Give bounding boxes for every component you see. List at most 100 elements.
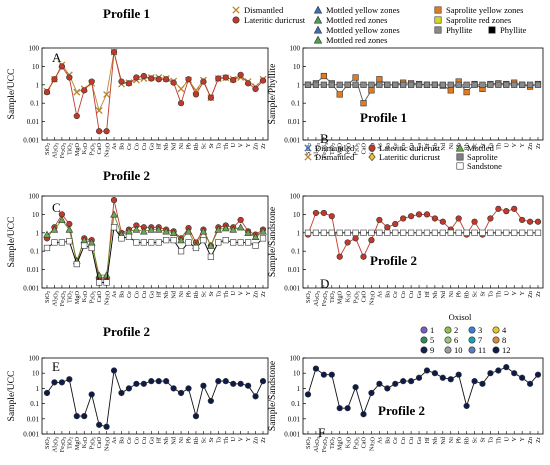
x-tick-label: Ni — [178, 291, 185, 297]
data-point — [336, 91, 343, 98]
y-tick-label: 0.001 — [284, 431, 300, 439]
y-tick-label: 1 — [297, 385, 301, 393]
y-tick-label: 1 — [36, 385, 40, 393]
x-tick-label: U — [230, 290, 237, 295]
data-point — [408, 81, 415, 88]
x-tick-label: P2O5 — [353, 142, 361, 155]
x-tick-label: Th — [223, 436, 230, 444]
x-tick-label: MgO — [74, 436, 81, 450]
y-tick-label: 10 — [32, 63, 40, 71]
x-tick-label: Fe2O3 — [321, 142, 329, 158]
plot-frame — [41, 47, 269, 141]
data-point — [66, 376, 73, 383]
data-point — [408, 213, 415, 220]
data-point — [415, 81, 423, 88]
data-point — [155, 239, 162, 246]
y-tick-label: 0.001 — [23, 431, 39, 439]
x-tick-label: Fe2O3 — [59, 436, 67, 452]
y-tick-label: 10 — [293, 211, 301, 219]
data-point — [215, 378, 222, 385]
x-tick-label: V — [511, 142, 518, 147]
x-tick-label: TiO2 — [66, 290, 73, 303]
x-tick-label: Co — [133, 143, 140, 150]
x-tick-label: Ba — [118, 143, 125, 150]
x-tick-label: Ta — [215, 437, 222, 443]
x-tick-label: Ce — [126, 291, 133, 298]
legend-label: Lateritic duricrust — [244, 15, 306, 25]
x-tick-label: Al2O3 — [51, 142, 59, 158]
data-point — [185, 385, 192, 392]
data-point — [526, 218, 534, 225]
data-point — [110, 210, 118, 218]
data-point — [200, 382, 207, 389]
legend-label: 3 — [478, 325, 482, 335]
y-tick-label: 0.1 — [291, 400, 300, 408]
legend-marker — [420, 336, 428, 344]
y-axis-label: Sample/Sandstone — [268, 207, 278, 277]
legend-label: Saprolite red zones — [446, 15, 511, 25]
data-point — [207, 241, 215, 249]
data-point — [511, 81, 518, 88]
x-tick-label: Y — [245, 436, 252, 441]
data-point — [519, 229, 526, 236]
legend-label: 12 — [502, 345, 511, 355]
data-point — [400, 229, 407, 236]
x-tick-label: Fe2O3 — [59, 142, 67, 158]
data-point — [415, 229, 423, 236]
data-point — [455, 81, 462, 88]
data-point — [81, 242, 88, 249]
data-point — [455, 215, 462, 222]
data-point — [487, 229, 494, 236]
data-point — [328, 371, 335, 378]
legend-marker — [232, 6, 240, 14]
legend-label: Mottled yellow zones — [326, 25, 400, 35]
data-point — [400, 81, 407, 88]
legend-label: 1 — [430, 325, 434, 335]
data-point — [376, 380, 383, 387]
x-tick-label: Zn — [527, 291, 534, 298]
x-tick-label: Ce — [126, 437, 133, 444]
x-tick-label: Ba — [384, 437, 391, 444]
data-point — [140, 380, 147, 387]
data-point — [207, 253, 214, 260]
x-tick-label: Co — [400, 437, 407, 444]
data-point — [519, 81, 526, 88]
data-point — [163, 76, 170, 83]
x-tick-label: Ce — [392, 437, 399, 444]
data-point — [479, 380, 486, 387]
x-tick-label: Hf — [424, 290, 431, 297]
data-point — [320, 72, 327, 80]
data-point — [328, 229, 335, 236]
y-tick-label: 0.01 — [288, 415, 301, 423]
data-point — [487, 370, 494, 377]
legend-marker — [368, 152, 376, 162]
x-tick-label: SiO2 — [44, 436, 51, 449]
plot-frame — [302, 357, 544, 435]
x-tick-label: Sc — [200, 143, 207, 149]
x-tick-label: Cu — [408, 291, 415, 298]
data-point — [207, 94, 214, 101]
data-point — [534, 81, 542, 88]
data-point — [328, 213, 335, 220]
x-tick-label: U — [503, 142, 510, 147]
data-point — [519, 216, 526, 224]
x-tick-label: Pb — [456, 291, 463, 298]
x-tick-label: Th — [495, 290, 502, 298]
x-tick-label: Ga — [148, 291, 155, 298]
data-point — [251, 232, 260, 240]
x-tick-label: Ga — [416, 437, 423, 444]
data-point — [200, 78, 207, 85]
data-point — [65, 225, 74, 233]
x-tick-label: V — [238, 290, 245, 295]
x-tick-label: K2O — [345, 290, 353, 302]
data-point — [88, 244, 95, 252]
data-point — [184, 227, 193, 235]
data-point — [102, 271, 111, 279]
y-axis-label: Sample/Phyllite — [268, 64, 278, 125]
x-tick-label: Th — [223, 142, 230, 150]
data-point — [320, 229, 327, 236]
data-point — [423, 81, 431, 88]
y-tick-label: 0.01 — [27, 266, 40, 274]
panel-title: Profile 1 — [103, 6, 150, 21]
data-point — [51, 239, 58, 246]
